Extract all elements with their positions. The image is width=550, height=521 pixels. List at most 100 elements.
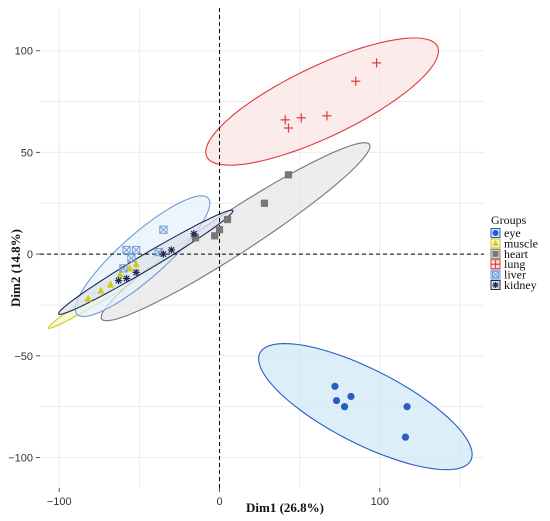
legend-label-kidney: kidney [504,278,537,292]
legend-marker-kidney [492,282,499,288]
point-muscle [106,280,115,288]
point-liver [119,264,128,273]
point-eye-shape [347,392,355,401]
legend-marker-eye-shape [492,230,499,236]
legend-marker-liver-d2 [492,271,499,278]
y-tick-label: 50 [21,147,33,159]
point-heart [260,199,269,207]
data-points [84,58,411,441]
point-heart-shape [223,215,232,224]
y-tick-label: 0 [27,249,33,261]
point-kidney-a4 [160,250,167,258]
point-eye-shape [403,403,411,411]
point-eye-shape [332,396,341,405]
y-tick-label: −50 [14,351,33,363]
point-kidney [190,230,198,238]
point-muscle-shape [132,260,140,268]
point-liver [122,245,131,255]
point-kidney [167,246,176,254]
point-kidney [114,276,123,285]
point-eye [331,382,339,390]
point-liver-d2 [159,225,168,234]
point-liver-d2 [122,246,131,254]
legend-item-heart: heart [490,247,529,261]
point-eye-shape [331,382,339,390]
point-liver-box [132,245,141,255]
point-liver-d2 [127,254,136,263]
point-kidney-a4 [123,275,130,282]
x-axis-title: Dim1 (26.8%) [246,500,324,515]
legend-title: Groups [491,213,527,227]
point-muscle [116,270,124,278]
point-kidney [159,250,168,258]
confidence-ellipses [47,37,473,471]
point-heart [211,232,219,240]
ellipse-heart [100,142,371,322]
legend-item-liver: liver [490,268,526,282]
point-eye [347,392,355,401]
ellipse-lung [205,37,440,166]
point-kidney-a4 [190,230,198,237]
reference-lines [40,8,484,488]
x-tick-label: 100 [371,496,389,508]
legend-marker-eye [492,230,499,236]
point-liver-d2 [119,264,128,273]
point-muscle-shape [97,286,105,294]
legend-marker-heart [492,250,499,257]
point-eye [403,403,411,411]
point-liver-d2 [154,248,163,257]
legend-marker-liver-box [492,271,499,279]
point-lung [296,113,306,123]
x-tick-label: 0 [216,496,222,508]
point-kidney-a4 [115,277,122,284]
point-kidney-a4 [133,269,140,276]
legend-marker-lung [491,260,500,269]
legend-label-liver: liver [504,268,526,282]
point-muscle-shape [126,264,134,272]
point-liver-box [119,264,128,273]
point-eye-shape [401,433,410,441]
axes: Dim1 (26.8%) Dim2 (14.8%) −100 0 100 −100 −5… [8,46,389,515]
point-eye [332,396,341,405]
point-heart [191,234,200,242]
legend-marker-muscle-shape [492,239,499,246]
point-muscle [84,294,92,302]
point-kidney-a4 [168,246,175,254]
point-muscle-shape [116,270,124,278]
legend-marker-liver [492,271,499,279]
point-lung [322,111,332,121]
point-liver-d2 [132,246,141,254]
point-liver [132,245,141,255]
legend-label-lung: lung [504,257,525,271]
legend-marker-kidney-a4 [492,282,499,288]
point-liver [159,225,168,234]
point-liver-box [159,225,168,234]
point-heart-shape [284,171,293,179]
legend-item-lung: lung [490,257,525,271]
point-lung [283,123,294,133]
point-liver [127,254,136,263]
point-muscle [132,260,140,268]
point-lung [372,58,382,68]
ellipse-eye [258,343,473,471]
point-heart-shape [260,199,269,207]
point-muscle-shape [84,294,92,302]
legend-label-eye: eye [504,226,521,240]
x-tick-label: −100 [47,496,72,508]
legend-item-muscle: muscle [490,236,538,250]
point-muscle-shape [106,280,115,288]
point-heart-shape [215,226,224,234]
y-tick-label: 100 [15,46,33,58]
legend-item-kidney: kidney [490,278,537,292]
point-eye [401,433,410,441]
point-muscle [126,264,134,272]
point-heart [223,215,232,224]
point-heart-shape [191,234,200,242]
point-lung [351,76,361,86]
legend-item-eye: eye [490,226,521,240]
point-muscle [97,286,105,294]
point-liver-box [122,245,131,255]
